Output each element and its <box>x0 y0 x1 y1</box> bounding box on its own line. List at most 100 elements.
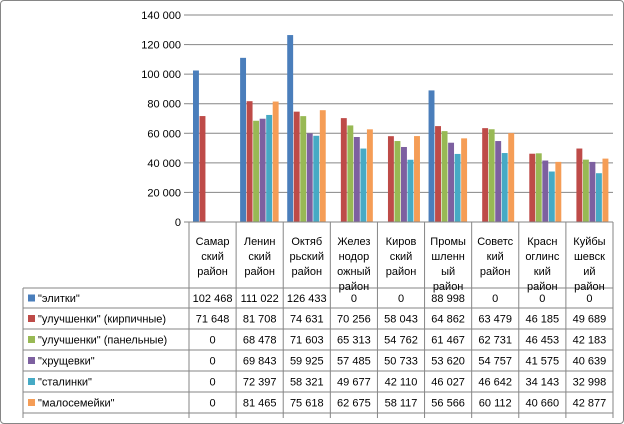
bar <box>300 116 307 222</box>
data-cell: 41 575 <box>526 356 560 368</box>
category-label: район <box>244 266 275 278</box>
category-label: ский <box>390 251 413 263</box>
data-cell: 49 689 <box>573 314 607 326</box>
data-cell: 71 603 <box>290 335 324 347</box>
data-cell: 0 <box>586 293 592 305</box>
bar <box>535 153 542 222</box>
data-cell: 0 <box>398 293 404 305</box>
data-cell: 72 397 <box>243 377 277 389</box>
category-label: Октяб <box>291 236 322 248</box>
bar <box>414 136 420 222</box>
y-tick-label: 100 000 <box>141 69 181 81</box>
data-cell: 54 757 <box>478 356 512 368</box>
bar <box>353 137 360 222</box>
category-label: Киров <box>386 236 417 248</box>
data-cell: 126 433 <box>287 293 327 305</box>
category-label: район <box>197 266 228 278</box>
bar <box>193 70 199 222</box>
category-label: рьский <box>290 251 324 263</box>
category-label: Желез <box>337 236 370 248</box>
data-cell: 58 321 <box>290 377 324 389</box>
bar <box>319 110 326 222</box>
bar <box>259 118 266 222</box>
data-cell: 59 925 <box>290 356 324 368</box>
data-cell: 58 117 <box>385 398 418 410</box>
series-name: "сталинки" <box>38 377 92 389</box>
bar <box>555 161 562 222</box>
category-label: шленн <box>431 251 465 263</box>
data-cell: 42 877 <box>573 398 607 410</box>
category-label: оглинс <box>525 251 560 263</box>
bar <box>602 158 609 222</box>
bar <box>448 142 455 222</box>
category-label: район <box>386 266 417 278</box>
y-tick-label: 80 000 <box>147 99 181 111</box>
bar <box>529 153 536 222</box>
bar <box>495 141 502 222</box>
category-label: кий <box>487 251 504 263</box>
series-name: "элитки" <box>38 293 80 305</box>
category-label: район <box>527 281 558 293</box>
category-label: ский <box>201 251 224 263</box>
bar <box>199 116 206 222</box>
category-label: район <box>574 281 605 293</box>
data-cell: 56 566 <box>431 398 465 410</box>
data-cell: 60 112 <box>479 398 512 410</box>
bar <box>240 57 247 223</box>
bar <box>272 101 279 222</box>
data-cell: 58 043 <box>384 314 418 326</box>
data-cell: 74 631 <box>290 314 324 326</box>
legend-key <box>28 378 35 385</box>
bar <box>407 159 414 222</box>
category-label: ский <box>248 251 271 263</box>
data-cell: 62 675 <box>337 398 371 410</box>
bar <box>253 120 260 222</box>
data-cell: 0 <box>209 398 215 410</box>
data-cell: 0 <box>492 293 498 305</box>
bar <box>542 160 549 222</box>
data-cell: 0 <box>209 377 215 389</box>
bar <box>454 153 461 222</box>
category-label: район <box>291 266 322 278</box>
bar <box>595 173 602 222</box>
bar <box>387 136 394 222</box>
category-label: район <box>339 281 370 293</box>
bar <box>428 90 435 223</box>
data-cell: 61 467 <box>431 335 465 347</box>
data-cell: 46 027 <box>431 377 465 389</box>
data-cell: 46 642 <box>478 377 512 389</box>
bar <box>441 131 448 222</box>
data-cell: 70 256 <box>337 314 371 326</box>
series-name: "малосемейки" <box>38 398 115 410</box>
bar <box>548 171 555 222</box>
legend-key <box>28 294 35 302</box>
bar <box>401 146 407 222</box>
category-label: район <box>433 281 464 293</box>
bar <box>313 135 320 222</box>
data-cell: 54 762 <box>384 335 418 347</box>
data-cell: 46 453 <box>526 335 560 347</box>
bar <box>394 141 401 222</box>
category-label: шевск <box>574 251 605 263</box>
bar <box>246 101 253 222</box>
data-cell: 64 862 <box>431 314 465 326</box>
series-name: "улучшенки" (кирпичные) <box>38 314 166 326</box>
data-cell: 71 648 <box>196 314 230 326</box>
legend-key <box>28 315 35 322</box>
bar <box>508 133 515 222</box>
bar <box>589 161 596 222</box>
bar <box>266 114 273 222</box>
data-cell: 50 733 <box>384 356 418 368</box>
data-cell: 63 479 <box>478 314 512 326</box>
category-label: ожный <box>337 266 370 278</box>
data-cell: 62 731 <box>478 335 512 347</box>
category-label: Ленин <box>244 236 276 248</box>
data-cell: 40 660 <box>526 398 560 410</box>
y-tick-label: 60 000 <box>147 128 181 140</box>
data-cell: 111 022 <box>241 293 279 305</box>
bar <box>366 129 373 222</box>
series-name: "хрущевки" <box>38 356 95 368</box>
bar <box>360 148 367 222</box>
data-cell: 75 618 <box>290 398 324 410</box>
